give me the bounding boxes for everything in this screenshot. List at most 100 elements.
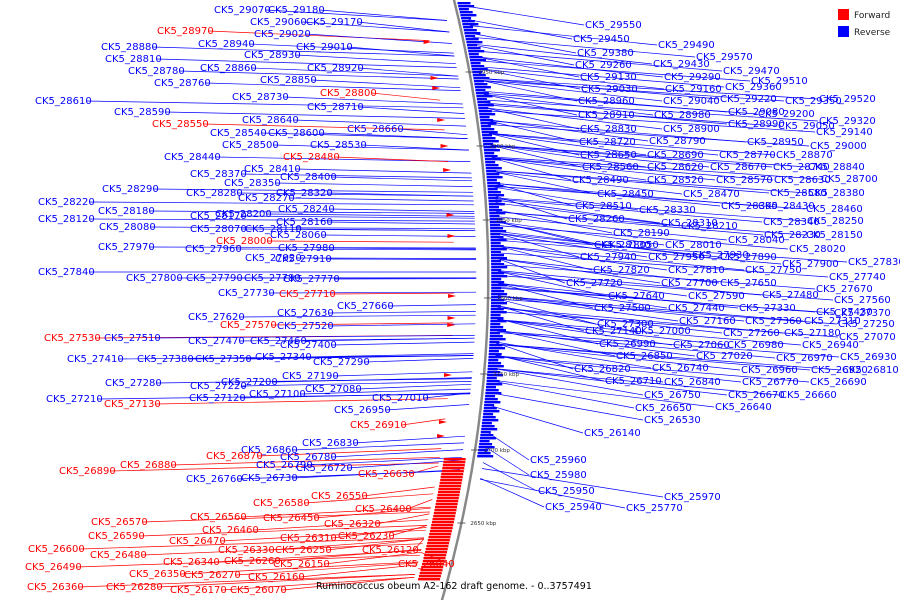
gene-label[interactable]: CK5_26650 bbox=[635, 403, 692, 414]
gene-label[interactable]: CK5_29060 bbox=[250, 17, 307, 28]
gene-label[interactable]: CK5_29550 bbox=[585, 20, 642, 31]
gene-label[interactable]: CK5_28170 bbox=[190, 211, 247, 222]
gene-label[interactable]: CK5_28540 bbox=[210, 128, 267, 139]
gene-label[interactable]: CK5_26930 bbox=[840, 352, 897, 363]
gene-label[interactable]: CK5_27250 bbox=[838, 319, 895, 330]
gene-label[interactable]: CK5_27740 bbox=[829, 272, 886, 283]
gene-label[interactable]: CK5_28200 bbox=[215, 209, 272, 220]
gene-label[interactable]: CK5_28070 bbox=[190, 224, 247, 235]
gene-label[interactable]: CK5_28930 bbox=[244, 50, 301, 61]
gene-label[interactable]: CK5_29030 bbox=[581, 84, 638, 95]
gene-label[interactable]: CK5_29470 bbox=[723, 66, 780, 77]
gene-label[interactable]: CK5_28760 bbox=[154, 78, 211, 89]
gene-label[interactable]: CK5_28270 bbox=[238, 193, 295, 204]
gene-label[interactable]: CK5_26860 bbox=[241, 445, 298, 456]
gene-label[interactable]: CK5_25940 bbox=[545, 502, 602, 513]
gene-label[interactable]: CK5_29430 bbox=[653, 59, 710, 70]
gene-label[interactable]: CK5_27810 bbox=[668, 265, 725, 276]
gene-label[interactable]: CK5_27700 bbox=[661, 278, 718, 289]
gene-label[interactable]: CK5_28320 bbox=[276, 188, 333, 199]
gene-label[interactable]: CK5_26630 bbox=[358, 469, 415, 480]
gene-label[interactable]: CK5_27220 bbox=[190, 381, 247, 392]
gene-label[interactable]: CK5_27980 bbox=[278, 243, 335, 254]
gene-label[interactable]: CK5_28960 bbox=[578, 96, 635, 107]
gene-label[interactable]: CK5_28740 bbox=[773, 162, 830, 173]
gene-label[interactable]: CK5_28900 bbox=[663, 124, 720, 135]
gene-label[interactable]: CK5_29180 bbox=[268, 5, 325, 16]
gene-label[interactable]: CK5_28260 bbox=[568, 214, 625, 225]
gene-label[interactable]: CK5_26890 bbox=[59, 466, 116, 477]
gene-label[interactable]: CK5_26970 bbox=[776, 353, 833, 364]
gene-label[interactable]: CK5_28080 bbox=[99, 222, 156, 233]
gene-label[interactable]: CK5_26340 bbox=[163, 557, 220, 568]
gene-label[interactable]: CK5_25770 bbox=[626, 503, 683, 514]
gene-label[interactable]: CK5_28670 bbox=[710, 162, 767, 173]
gene-label[interactable]: CK5_26760 bbox=[186, 474, 243, 485]
gene-label[interactable]: CK5_26320 bbox=[324, 519, 381, 530]
gene-label[interactable]: CK5_27720 bbox=[566, 278, 623, 289]
gene-label[interactable]: CK5_28910 bbox=[578, 110, 635, 121]
gene-label[interactable]: CK5_26490 bbox=[25, 562, 82, 573]
gene-label[interactable]: CK5_26460 bbox=[202, 525, 259, 536]
gene-label[interactable]: CK5_28190 bbox=[613, 228, 670, 239]
gene-label[interactable]: CK5_26040 bbox=[398, 559, 455, 570]
gene-label[interactable]: CK5_27780 bbox=[244, 273, 301, 284]
gene-label[interactable]: CK5_27010 bbox=[372, 393, 429, 404]
gene-label[interactable]: CK5_27910 bbox=[275, 254, 332, 265]
gene-label[interactable]: CK5_27650 bbox=[720, 278, 777, 289]
gene-label[interactable]: CK5_26840 bbox=[664, 377, 721, 388]
gene-label[interactable]: CK5_28050 bbox=[602, 240, 659, 251]
gene-label[interactable]: CK5_29380 bbox=[577, 48, 634, 59]
gene-label[interactable]: CK5_27200 bbox=[221, 377, 278, 388]
gene-label[interactable]: CK5_26990 bbox=[599, 339, 656, 350]
gene-label[interactable]: CK5_26360 bbox=[27, 582, 84, 593]
gene-label[interactable]: CK5_27620 bbox=[188, 312, 245, 323]
gene-label[interactable]: CK5_27670 bbox=[816, 284, 873, 295]
gene-label[interactable]: CK5_28980 bbox=[654, 110, 711, 121]
gene-label[interactable]: CK5_27360 bbox=[745, 316, 802, 327]
gene-label[interactable]: CK5_28350 bbox=[224, 178, 281, 189]
gene-label[interactable]: CK5_28160 bbox=[276, 217, 333, 228]
gene-label[interactable]: CK5_27430 bbox=[816, 307, 873, 318]
gene-label[interactable]: CK5_28590 bbox=[114, 107, 171, 118]
gene-label[interactable]: CK5_29070 bbox=[214, 5, 271, 16]
gene-label[interactable]: CK5_27440 bbox=[668, 303, 725, 314]
gene-label[interactable]: CK5_26720 bbox=[296, 463, 353, 474]
gene-label[interactable]: CK5_29220 bbox=[720, 94, 777, 105]
gene-label[interactable]: CK5_27330 bbox=[739, 303, 796, 314]
gene-label[interactable]: CK5_28000 bbox=[216, 236, 273, 247]
gene-label[interactable]: CK5_27960 bbox=[185, 244, 242, 255]
gene-label[interactable]: CK5_26250 bbox=[275, 545, 332, 556]
gene-label[interactable]: CK5_27350 bbox=[195, 354, 252, 365]
gene-label[interactable]: CK5_28520 bbox=[647, 175, 704, 186]
gene-label[interactable]: CK5_28650 bbox=[580, 150, 637, 161]
gene-label[interactable]: CK5_28410 bbox=[244, 164, 301, 175]
gene-label[interactable]: CK5_29200 bbox=[758, 109, 815, 120]
gene-label[interactable]: CK5_28770 bbox=[719, 150, 776, 161]
gene-label[interactable]: CK5_28210 bbox=[681, 221, 738, 232]
gene-label[interactable]: CK5_26480 bbox=[90, 550, 147, 561]
gene-label[interactable]: CK5_26820 bbox=[574, 364, 631, 375]
gene-label[interactable]: CK5_26310 bbox=[280, 533, 337, 544]
gene-label[interactable]: CK5_26400 bbox=[355, 504, 412, 515]
gene-label[interactable]: CK5_27800 bbox=[126, 273, 183, 284]
gene-label[interactable]: CK5_28610 bbox=[35, 96, 92, 107]
gene-label[interactable]: CK5_26350 bbox=[129, 569, 186, 580]
gene-label[interactable]: CK5_26120 bbox=[362, 545, 419, 556]
gene-label[interactable]: CK5_28040 bbox=[728, 235, 785, 246]
gene-label[interactable]: CK5_26850 bbox=[616, 351, 673, 362]
gene-label[interactable]: CK5_26740 bbox=[652, 363, 709, 374]
gene-label[interactable]: CK5_26790 bbox=[256, 460, 313, 471]
gene-label[interactable]: CK5_28280 bbox=[186, 188, 243, 199]
gene-label[interactable]: CK5_27140 bbox=[585, 326, 642, 337]
gene-label[interactable]: CK5_27750 bbox=[745, 265, 802, 276]
gene-label[interactable]: CK5_29260 bbox=[575, 60, 632, 71]
gene-label[interactable]: CK5_28290 bbox=[102, 184, 159, 195]
gene-label[interactable]: CK5_28180 bbox=[98, 206, 155, 217]
gene-label[interactable]: CK5_27570 bbox=[220, 320, 277, 331]
gene-label[interactable]: CK5_28380 bbox=[808, 188, 865, 199]
gene-label[interactable]: CK5_29290 bbox=[664, 72, 721, 83]
gene-label[interactable]: CK5_28550 bbox=[152, 119, 209, 130]
gene-label[interactable]: CK5_28060 bbox=[270, 230, 327, 241]
gene-label[interactable]: CK5_27120 bbox=[189, 393, 246, 404]
